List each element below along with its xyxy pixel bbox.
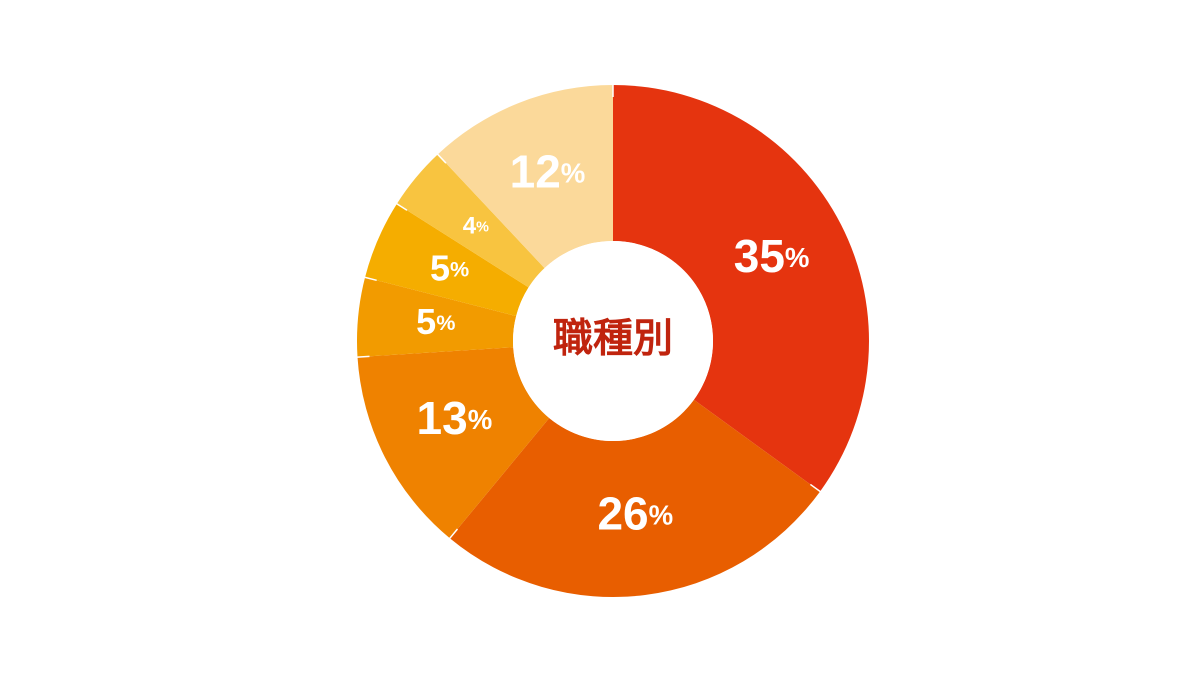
center-label: 職種別	[553, 317, 673, 361]
slice-tick	[355, 355, 370, 358]
slice	[357, 347, 550, 539]
slice	[396, 154, 545, 288]
slice	[449, 399, 821, 597]
slice	[365, 203, 529, 317]
value-label: 5%	[416, 301, 455, 342]
value-label: 26%	[597, 488, 673, 540]
slice-tick	[362, 276, 377, 282]
value-label: 35%	[734, 230, 810, 282]
donut-hole	[513, 241, 713, 441]
slice-tick	[435, 152, 447, 164]
value-label: 4%	[463, 213, 489, 240]
slice-tick	[447, 528, 459, 541]
slice	[357, 277, 517, 358]
slice	[437, 85, 613, 269]
slice-tick	[394, 202, 408, 211]
slice	[613, 85, 869, 492]
slice-tick	[809, 483, 823, 494]
value-label: 5%	[430, 247, 469, 288]
value-label: 12%	[510, 146, 586, 198]
value-label: 13%	[417, 392, 493, 444]
